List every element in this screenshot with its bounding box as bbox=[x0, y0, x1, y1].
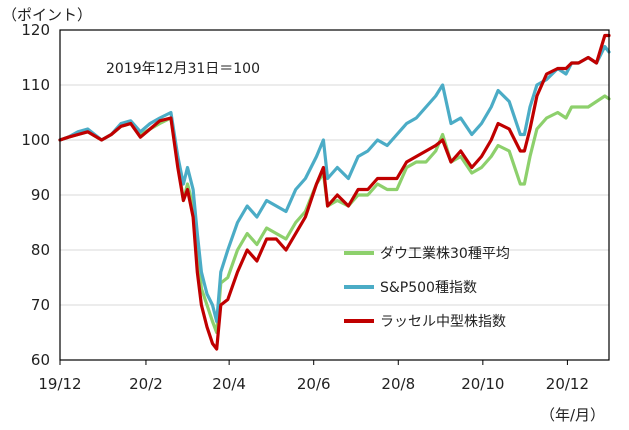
legend-label: ダウ工業株30種平均 bbox=[380, 246, 510, 262]
y-tick-label: 90 bbox=[31, 186, 50, 204]
y-tick-label: 120 bbox=[21, 21, 50, 39]
legend-label: S&P500種指数 bbox=[380, 280, 477, 296]
x-tick-label: 20/6 bbox=[297, 375, 331, 393]
x-tick-label: 19/12 bbox=[38, 375, 81, 393]
y-tick-label: 110 bbox=[21, 76, 50, 94]
x-tick-label: 20/10 bbox=[461, 375, 504, 393]
y-tick-label: 80 bbox=[31, 241, 50, 259]
x-tick-label: 20/2 bbox=[129, 375, 163, 393]
y-tick-labels: 60 70 80 90 100 110 120 bbox=[21, 21, 50, 369]
x-tick-labels: 19/12 20/2 20/4 20/6 20/8 20/10 20/12 bbox=[38, 360, 589, 393]
y-tick-label: 70 bbox=[31, 296, 50, 314]
plot-frame bbox=[59, 29, 610, 361]
series-lines bbox=[58, 33, 611, 351]
x-tick-label: 20/12 bbox=[546, 375, 589, 393]
x-tick-label: 20/4 bbox=[212, 375, 246, 393]
y-tick-label: 100 bbox=[21, 131, 50, 149]
x-tick-label: 20/8 bbox=[381, 375, 415, 393]
legend-label: ラッセル中型株指数 bbox=[380, 314, 506, 330]
series-line-2 bbox=[58, 44, 611, 324]
x-axis-unit: （年/月） bbox=[540, 406, 605, 424]
y-tick-label: 60 bbox=[31, 351, 50, 369]
y-axis-unit: （ポイント） bbox=[2, 6, 92, 24]
base-date-annotation: 2019年12月31日＝100 bbox=[106, 61, 260, 77]
series-line-3 bbox=[58, 33, 611, 351]
grid-lines bbox=[60, 84, 609, 306]
